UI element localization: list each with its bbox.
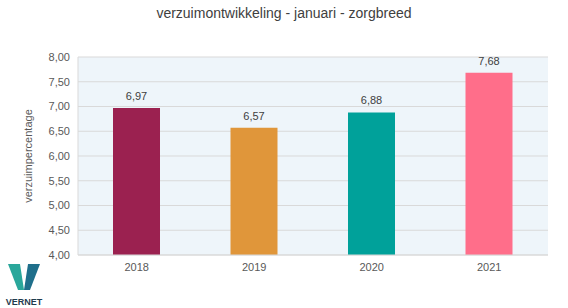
svg-text:6,57: 6,57 (243, 110, 264, 122)
svg-text:2021: 2021 (477, 261, 501, 273)
svg-text:5,00: 5,00 (49, 199, 70, 211)
svg-text:2019: 2019 (242, 261, 266, 273)
svg-text:7,68: 7,68 (478, 55, 499, 67)
html-text:verzuimontwikkeling - januari: verzuimontwikkeling - januari - zorgbree… (156, 5, 412, 21)
svg-text:2018: 2018 (125, 261, 149, 273)
svg-text:4,50: 4,50 (49, 224, 70, 236)
svg-text:VERNET: VERNET (8, 297, 43, 307)
svg-text:6,97: 6,97 (126, 90, 147, 102)
svg-text:verzuimpercentage: verzuimpercentage (22, 109, 34, 203)
svg-text:7,00: 7,00 (49, 100, 70, 112)
svg-text:2020: 2020 (360, 261, 384, 273)
svg-text:8,00: 8,00 (49, 51, 70, 63)
svg-text:4,00: 4,00 (49, 249, 70, 261)
svg-text:7,50: 7,50 (49, 76, 70, 88)
svg-text:5,50: 5,50 (49, 175, 70, 187)
svg-text:6,50: 6,50 (49, 125, 70, 137)
svg-text:6,88: 6,88 (361, 94, 382, 106)
svg-text:6,00: 6,00 (49, 150, 70, 162)
